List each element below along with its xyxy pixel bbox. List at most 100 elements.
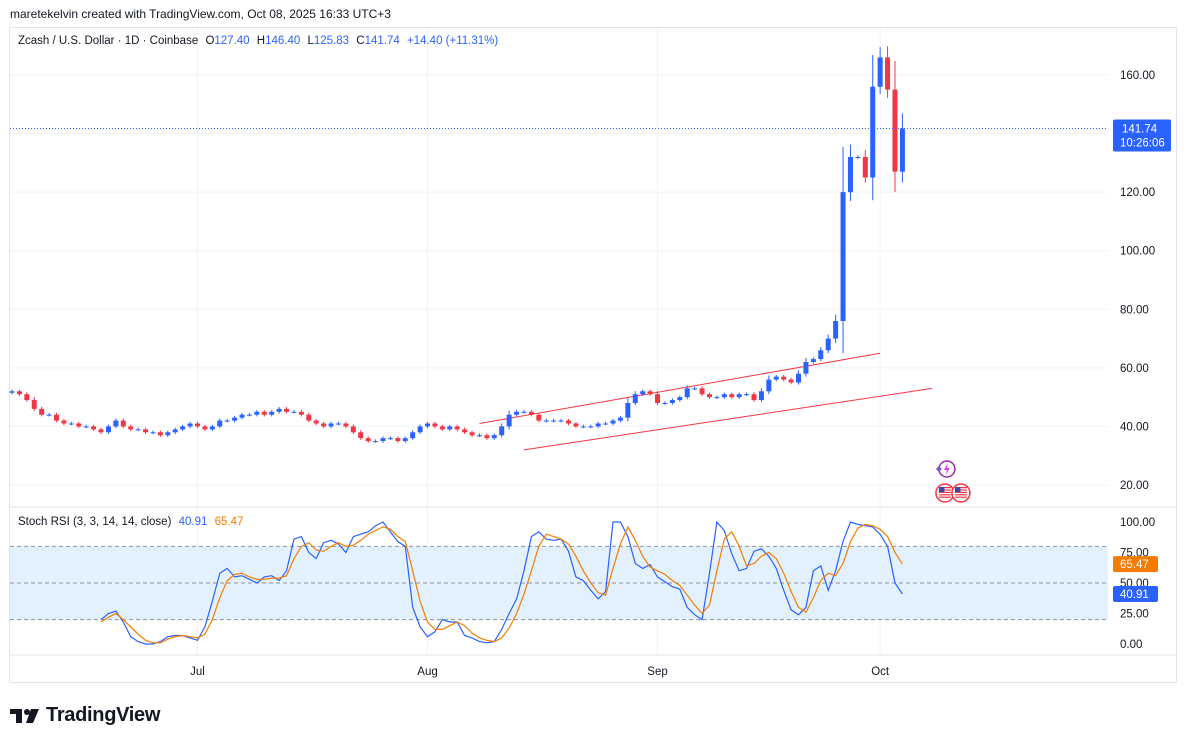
candle-body [751,394,757,401]
candle-body [825,338,831,351]
tradingview-logo-icon [10,708,39,723]
candle-body [9,391,15,393]
candle-body [172,429,178,433]
us-flag-icon-stripe [938,494,951,496]
rsi-grid [10,545,1108,621]
candle-body [766,379,772,392]
high-value: 146.40 [265,35,301,47]
time-tick-label: Oct [871,666,890,678]
candle-body [469,432,475,436]
candle-body [818,350,824,360]
candle-body [343,423,349,427]
us-flag-icon-stripe [954,496,967,498]
candle-body [892,89,898,172]
candle-body [655,394,661,403]
candle-body [16,391,22,395]
candle-body [677,397,683,401]
candle-body [425,423,431,427]
rsi-title[interactable]: Stoch RSI (3, 3, 14, 14, close) [18,516,172,528]
candle-body [328,423,334,427]
last-price-tag-value: 141.74 [1122,123,1158,135]
candle-body [276,408,282,412]
candle-body [395,438,401,442]
candle-body [358,432,364,439]
candle-body [662,403,668,404]
candle-body [536,414,542,421]
us-flag-icon-canton [938,487,945,492]
chart-caption: maretekelvin created with TradingView.co… [10,7,391,21]
candle-body [195,423,200,427]
candle-body [721,394,727,398]
candle-body [803,362,809,374]
candle-body [528,411,534,415]
candle-body [603,423,609,425]
candle-body [284,408,290,412]
candle-body [632,394,638,403]
candle-body [684,388,690,398]
candle-body [692,388,698,390]
candle-body [150,432,156,434]
price-tick-label: 40.00 [1120,421,1149,433]
symbol-title[interactable]: Zcash / U.S. Dollar · 1D · Coinbase [18,35,199,47]
us-flag-icon-stripe [954,489,967,491]
candle-body [640,391,646,395]
candle-body [24,394,30,401]
candle-body [758,391,764,401]
rsi-k-line [100,520,903,645]
candle-body [833,321,839,339]
candle-body [840,192,846,321]
candle-body [402,438,408,442]
time-tick-label: Jul [190,666,205,678]
candle-body [239,414,245,418]
candle-body [321,423,327,427]
candle-body [269,411,275,415]
candle-body [543,420,549,422]
candle-body [877,57,883,87]
price-tick-label: 60.00 [1120,363,1149,375]
candle-body [31,400,37,409]
price-legend: Zcash / U.S. Dollar · 1D · Coinbase O127… [18,35,498,47]
candle-body [83,426,89,428]
candle-body [744,394,750,396]
candle-body [254,411,260,415]
close-value: 141.74 [364,35,400,47]
price-tick-label: 120.00 [1120,187,1155,199]
us-flag-icon-stripe [954,491,967,493]
us-flag-icon [935,483,955,503]
candle-body [870,86,876,178]
candle-body [788,379,794,383]
candle-body [373,441,379,443]
candle-body [202,426,208,430]
candle-body [165,432,171,436]
candle-body [506,414,512,427]
candle-body [224,420,230,422]
rsi-d-tag-value: 65.47 [1120,559,1149,571]
price-tick-label: 160.00 [1120,70,1155,82]
candle-body [432,423,438,427]
tradingview-logo-text: TradingView [46,704,161,726]
time-tick-label: Aug [417,666,437,678]
low-label: L [307,35,314,47]
candle-body [773,376,779,380]
candle-body [68,423,74,425]
candle-body [595,423,601,427]
rsi-d-line [100,523,903,644]
candles [9,46,905,443]
candle-body [476,435,482,437]
price-tick-label: 100.00 [1120,246,1155,258]
us-flag-icon-stripe [938,489,951,491]
candle-body [246,414,252,416]
candle-body [491,435,497,439]
event-icons [935,460,971,503]
us-flag-icon-stripe [938,491,951,493]
candle-body [46,414,52,416]
price-tick-label: 80.00 [1120,304,1149,316]
tradingview-logo[interactable]: TradingView [10,704,160,727]
candle-body [810,359,816,362]
candle-body [729,394,735,398]
rsi-tick-label: 0.00 [1120,639,1142,651]
open-value: 127.40 [214,35,250,47]
candle-body [847,157,853,193]
candle-body [291,411,297,413]
